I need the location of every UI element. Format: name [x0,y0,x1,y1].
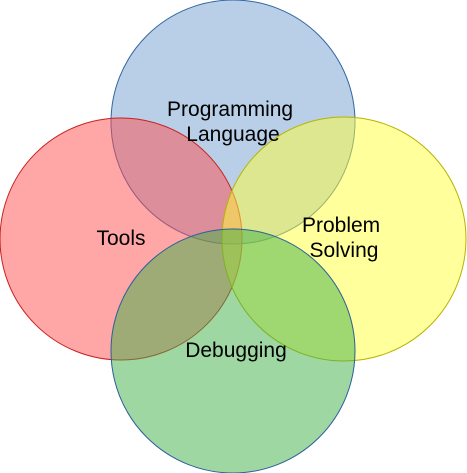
label-debugging: Debugging [185,339,287,362]
circle-debugging [110,228,356,473]
label-problem-solving: Problem Solving [302,214,386,262]
label-tools-line-1: Tools [96,227,145,250]
label-programming-language-line-1: Programming [167,98,293,121]
label-programming-language: Programming Language [167,98,299,146]
label-problem-solving-line-1: Problem [302,214,380,237]
label-programming-language-line-2: Language [186,123,279,146]
label-tools: Tools [96,227,145,250]
label-debugging-line-1: Debugging [185,339,287,362]
label-problem-solving-line-2: Solving [310,239,379,262]
